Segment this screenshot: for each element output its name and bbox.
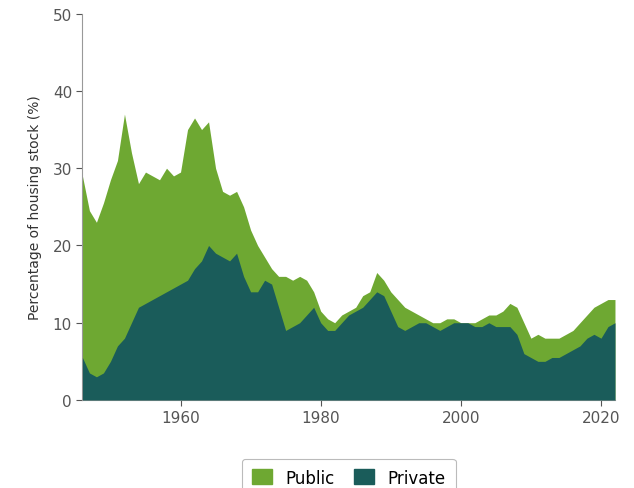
Legend: Public, Private: Public, Private — [242, 459, 456, 488]
Y-axis label: Percentage of housing stock (%): Percentage of housing stock (%) — [27, 95, 41, 320]
